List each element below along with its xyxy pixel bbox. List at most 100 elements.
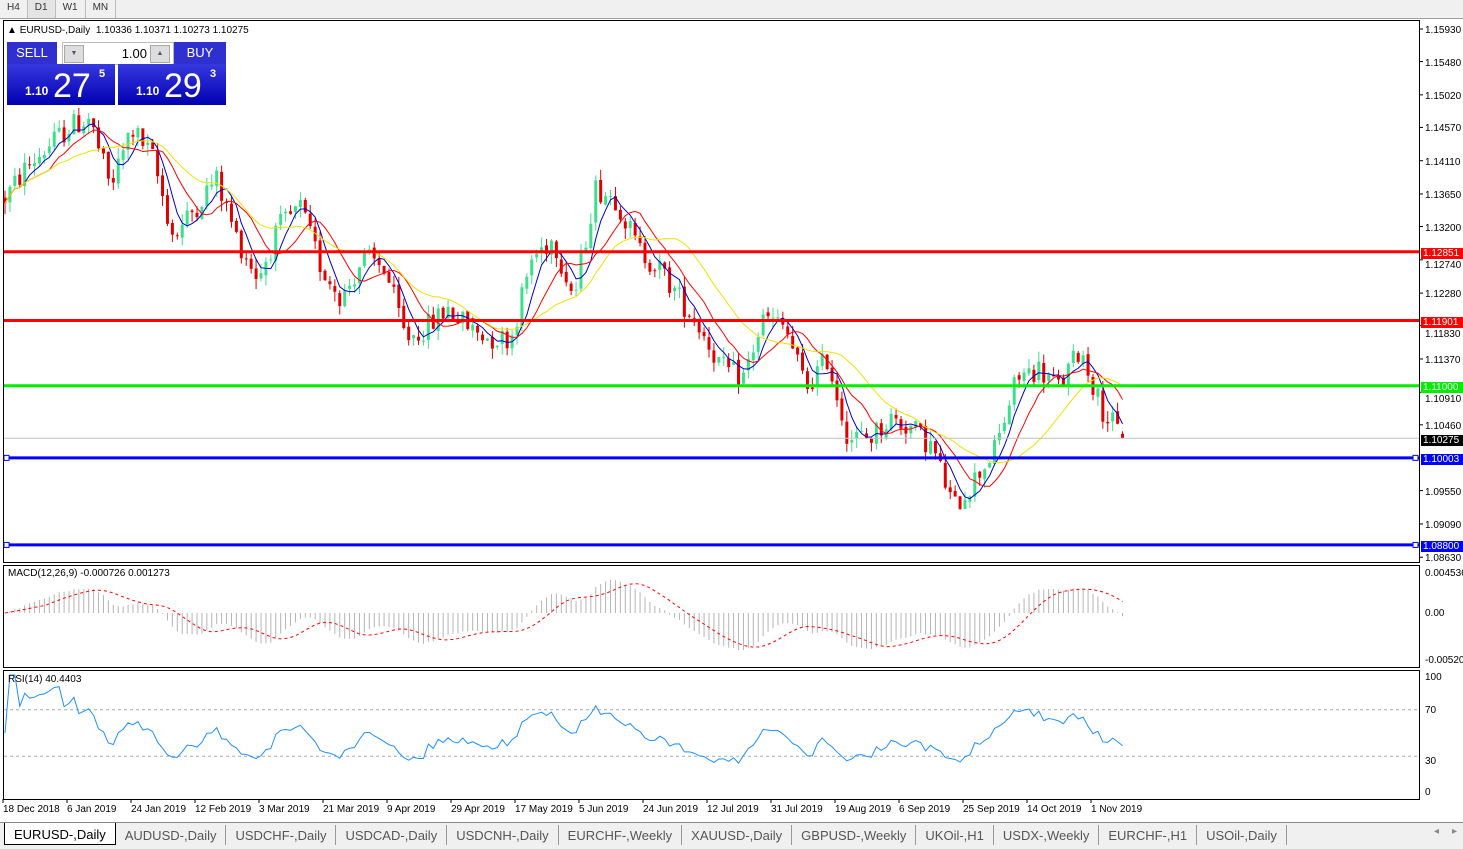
candle-body [894,414,898,419]
rsi-axis-70: 70 [1425,705,1437,716]
price-axis-label: 1.13650 [1425,189,1462,201]
candle-body [387,272,391,283]
candle-body [835,380,839,401]
chart-tab[interactable]: USDX-,Weekly [994,825,1100,845]
level-price-tag: 1.11901 [1421,317,1463,329]
volume-up-icon[interactable]: ▲ [150,45,170,63]
date-label: 5 Jun 2019 [579,804,629,815]
tf-d1[interactable]: D1 [27,0,56,18]
chart-tab[interactable]: EURCHF-,Weekly [559,825,683,845]
candle-body [599,179,603,203]
date-label: 6 Jan 2019 [67,804,117,815]
candle-body [1071,350,1075,363]
tf-w1[interactable]: W1 [56,0,86,18]
chart-tab[interactable]: EURCHF-,H1 [1099,825,1198,845]
rsi-label: RSI(14) 40.4403 [8,674,82,685]
candle-body [446,306,450,319]
ma-fast-line [4,123,1123,500]
candle-body [1002,422,1006,432]
candle-body [1096,388,1100,397]
candle-body [62,127,66,143]
candle-body [126,133,130,150]
volume-down-icon[interactable]: ▼ [64,45,84,63]
chart-canvas[interactable] [0,19,1463,822]
candle-body [136,128,140,138]
candle-body [210,184,214,187]
candle-body [924,425,928,453]
candle-body [254,268,258,279]
candle-body [505,331,509,349]
candle-body [131,134,135,137]
candle-body [766,312,770,317]
chart-tab[interactable]: XAUUSD-,Daily [682,825,793,845]
candle-body [638,236,642,244]
candle-body [727,358,731,368]
candle-body [697,321,701,333]
candle-body [298,200,302,207]
candle-body [1007,405,1011,425]
buy-price[interactable]: 1.10 29 3 [118,64,226,105]
candle-body [13,175,17,186]
tf-mn[interactable]: MN [86,0,117,18]
collapse-triangle-icon[interactable]: ▲ [7,25,17,36]
candle-body [786,326,790,335]
candle-body [722,356,726,358]
candle-body [993,440,997,464]
candle-body [471,324,475,331]
candle-body [879,423,883,436]
candle-body [412,335,416,339]
candle-body [1017,375,1021,380]
candle-body [343,290,347,307]
tf-h4[interactable]: H4 [0,0,28,18]
chart-tab[interactable]: EURUSD-,Daily [4,823,116,845]
candle-body [353,284,357,287]
tabs-scroll-right-icon[interactable]: ▸ [1452,826,1458,837]
line-handle [1412,541,1419,548]
candle-body [559,259,563,274]
candle-body [377,258,381,266]
candle-body [648,262,652,272]
chart-tab[interactable]: USDCHF-,Daily [226,825,337,845]
chart-tab[interactable]: USDCNH-,Daily [447,825,559,845]
candle-body [845,421,849,444]
date-label: 31 Jul 2019 [771,804,823,815]
candle-body [869,438,873,443]
candle-body [973,472,977,497]
sell-button[interactable]: SELL [7,42,57,64]
rsi-pane-frame [3,670,1420,800]
volume-input[interactable] [85,44,147,62]
price-axis-label: 1.12740 [1425,260,1462,272]
chart-tab[interactable]: GBPUSD-,Weekly [792,825,917,845]
candle-body [914,421,918,428]
sell-price[interactable]: 1.10 27 5 [7,64,115,105]
chart-tab[interactable]: AUDUSD-,Daily [116,825,227,845]
candle-body [269,259,273,261]
chart-tab[interactable]: UKOil-,H1 [916,825,994,845]
candle-body [234,221,238,232]
price-axis-label: 1.10460 [1425,420,1462,432]
candle-body [1121,433,1125,439]
chart-tab[interactable]: USDCAD-,Daily [336,825,448,845]
candle-body [820,353,824,367]
timeframe-toolbar: H4 D1 W1 MN [0,0,1463,19]
candle-body [170,223,174,235]
candle-body [702,332,706,337]
chart-header: ▲ EURUSD-,Daily 1.10336 1.10371 1.10273 … [7,25,249,36]
buy-button[interactable]: BUY [174,42,226,64]
tabs-scroll-left-icon[interactable]: ◂ [1434,826,1440,837]
candle-body [741,372,745,384]
candle-body [658,260,662,270]
rsi-line [4,674,1123,764]
candle-body [628,221,632,229]
candle-body [121,150,125,160]
candle-body [540,247,544,253]
candle-body [899,419,903,429]
chart-window[interactable] [0,19,1463,822]
candle-body [47,146,51,153]
candle-body [919,422,923,427]
candle-body [1042,362,1046,383]
chart-tab[interactable]: USOil-,Daily [1197,825,1287,845]
level-price-tag: 1.12851 [1421,248,1463,260]
price-axis-label: 1.14110 [1425,156,1461,168]
volume-stepper[interactable]: ▼ ▲ [62,42,174,65]
